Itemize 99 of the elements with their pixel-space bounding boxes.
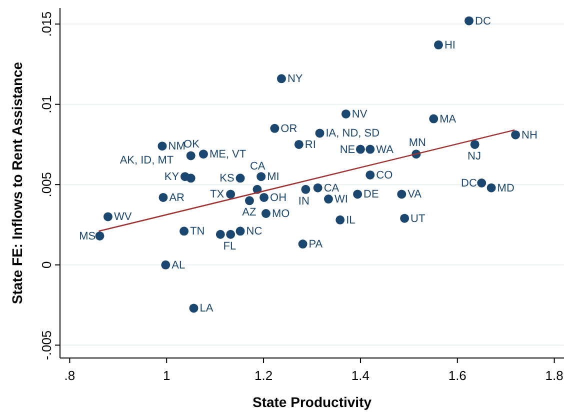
data-label: MA — [440, 113, 457, 126]
point — [356, 144, 365, 154]
point — [186, 174, 196, 183]
point — [294, 140, 304, 149]
data-label: MN — [408, 137, 426, 150]
point — [511, 130, 520, 140]
data-label: NV — [352, 108, 368, 120]
x-tick-label: .8 — [64, 368, 76, 383]
point — [477, 178, 486, 188]
data-label: HI — [444, 39, 456, 52]
y-tick-label: .01 — [39, 95, 54, 114]
point — [236, 174, 245, 183]
x-tick-label: 1.6 — [448, 368, 466, 383]
data-label: MD — [497, 182, 514, 194]
point — [470, 140, 480, 149]
x-axis-title: State Productivity — [252, 394, 372, 410]
data-label: VA — [408, 188, 422, 201]
data-label: ME, VT — [209, 148, 246, 161]
point — [276, 74, 286, 84]
point — [313, 183, 322, 192]
data-label: MS — [79, 230, 96, 242]
data-label: FL — [223, 240, 236, 252]
y-tick-label: -.005 — [39, 330, 54, 360]
point — [244, 196, 254, 206]
point — [256, 172, 266, 182]
data-label: IA, ND, SD — [326, 128, 380, 140]
data-label: DE — [364, 188, 379, 201]
point — [158, 142, 167, 151]
data-label: WA — [376, 144, 394, 156]
data-label: TN — [190, 226, 205, 238]
point — [429, 114, 438, 124]
point — [180, 226, 189, 236]
point — [336, 215, 345, 224]
point — [324, 194, 333, 204]
data-label: AZ — [242, 206, 257, 219]
point — [158, 192, 168, 202]
point — [397, 190, 406, 199]
point — [95, 231, 104, 240]
point — [315, 128, 324, 138]
data-label: OK — [184, 138, 200, 151]
point — [270, 124, 280, 133]
point — [464, 16, 474, 26]
data-label: NY — [287, 73, 304, 86]
point — [341, 109, 350, 118]
data-label: AR — [169, 192, 185, 204]
point — [226, 230, 236, 239]
point — [298, 240, 308, 249]
point — [353, 190, 362, 199]
data-label: IN — [298, 195, 310, 208]
point — [434, 40, 443, 50]
data-label: DC — [461, 178, 477, 190]
data-label: KS — [220, 172, 234, 185]
data-label: AK, ID, MT — [120, 154, 174, 167]
data-label: NC — [246, 226, 262, 238]
data-label: NE — [340, 144, 356, 156]
y-tick-label: .015 — [39, 11, 54, 37]
point — [366, 170, 375, 180]
y-tick-label: 0 — [39, 261, 54, 268]
point — [261, 209, 270, 218]
point — [226, 190, 236, 199]
point — [103, 212, 112, 222]
x-tick-label: 1 — [163, 368, 170, 383]
point — [216, 230, 225, 239]
x-tick-label: 1.2 — [254, 368, 273, 383]
data-label: CA — [324, 182, 340, 194]
x-tick-label: 1.4 — [351, 368, 370, 383]
data-label: LA — [200, 302, 214, 315]
data-label: OR — [280, 122, 298, 135]
data-label: NJ — [468, 150, 481, 162]
data-label: NH — [522, 129, 538, 142]
data-label: KY — [164, 171, 180, 184]
x-tick-label: 1.8 — [545, 368, 564, 383]
data-label: CO — [376, 169, 394, 182]
data-label: AL — [172, 259, 186, 272]
data-label: CA — [250, 160, 266, 172]
y-axis-title: State FE: Inflows to Rent Assistance — [9, 62, 25, 304]
y-tick-label: .005 — [39, 172, 54, 198]
data-label: UT — [410, 212, 426, 225]
data-label: MI — [267, 171, 280, 184]
point — [366, 144, 375, 154]
point — [198, 150, 208, 159]
data-label: PA — [308, 238, 324, 251]
data-label: TX — [210, 188, 225, 201]
data-label: RI — [304, 138, 316, 151]
data-label: DC — [475, 15, 491, 28]
point — [400, 214, 410, 223]
point — [236, 226, 245, 236]
data-label: NM — [168, 140, 186, 153]
point — [301, 184, 310, 194]
data-label: WV — [114, 211, 132, 224]
point — [189, 304, 198, 313]
point — [486, 183, 496, 192]
data-label: OH — [270, 192, 287, 204]
point — [260, 192, 269, 202]
data-label: IL — [346, 214, 356, 226]
data-label: MO — [272, 208, 290, 220]
point — [161, 260, 170, 270]
point — [186, 151, 196, 160]
data-label: WI — [334, 194, 348, 206]
